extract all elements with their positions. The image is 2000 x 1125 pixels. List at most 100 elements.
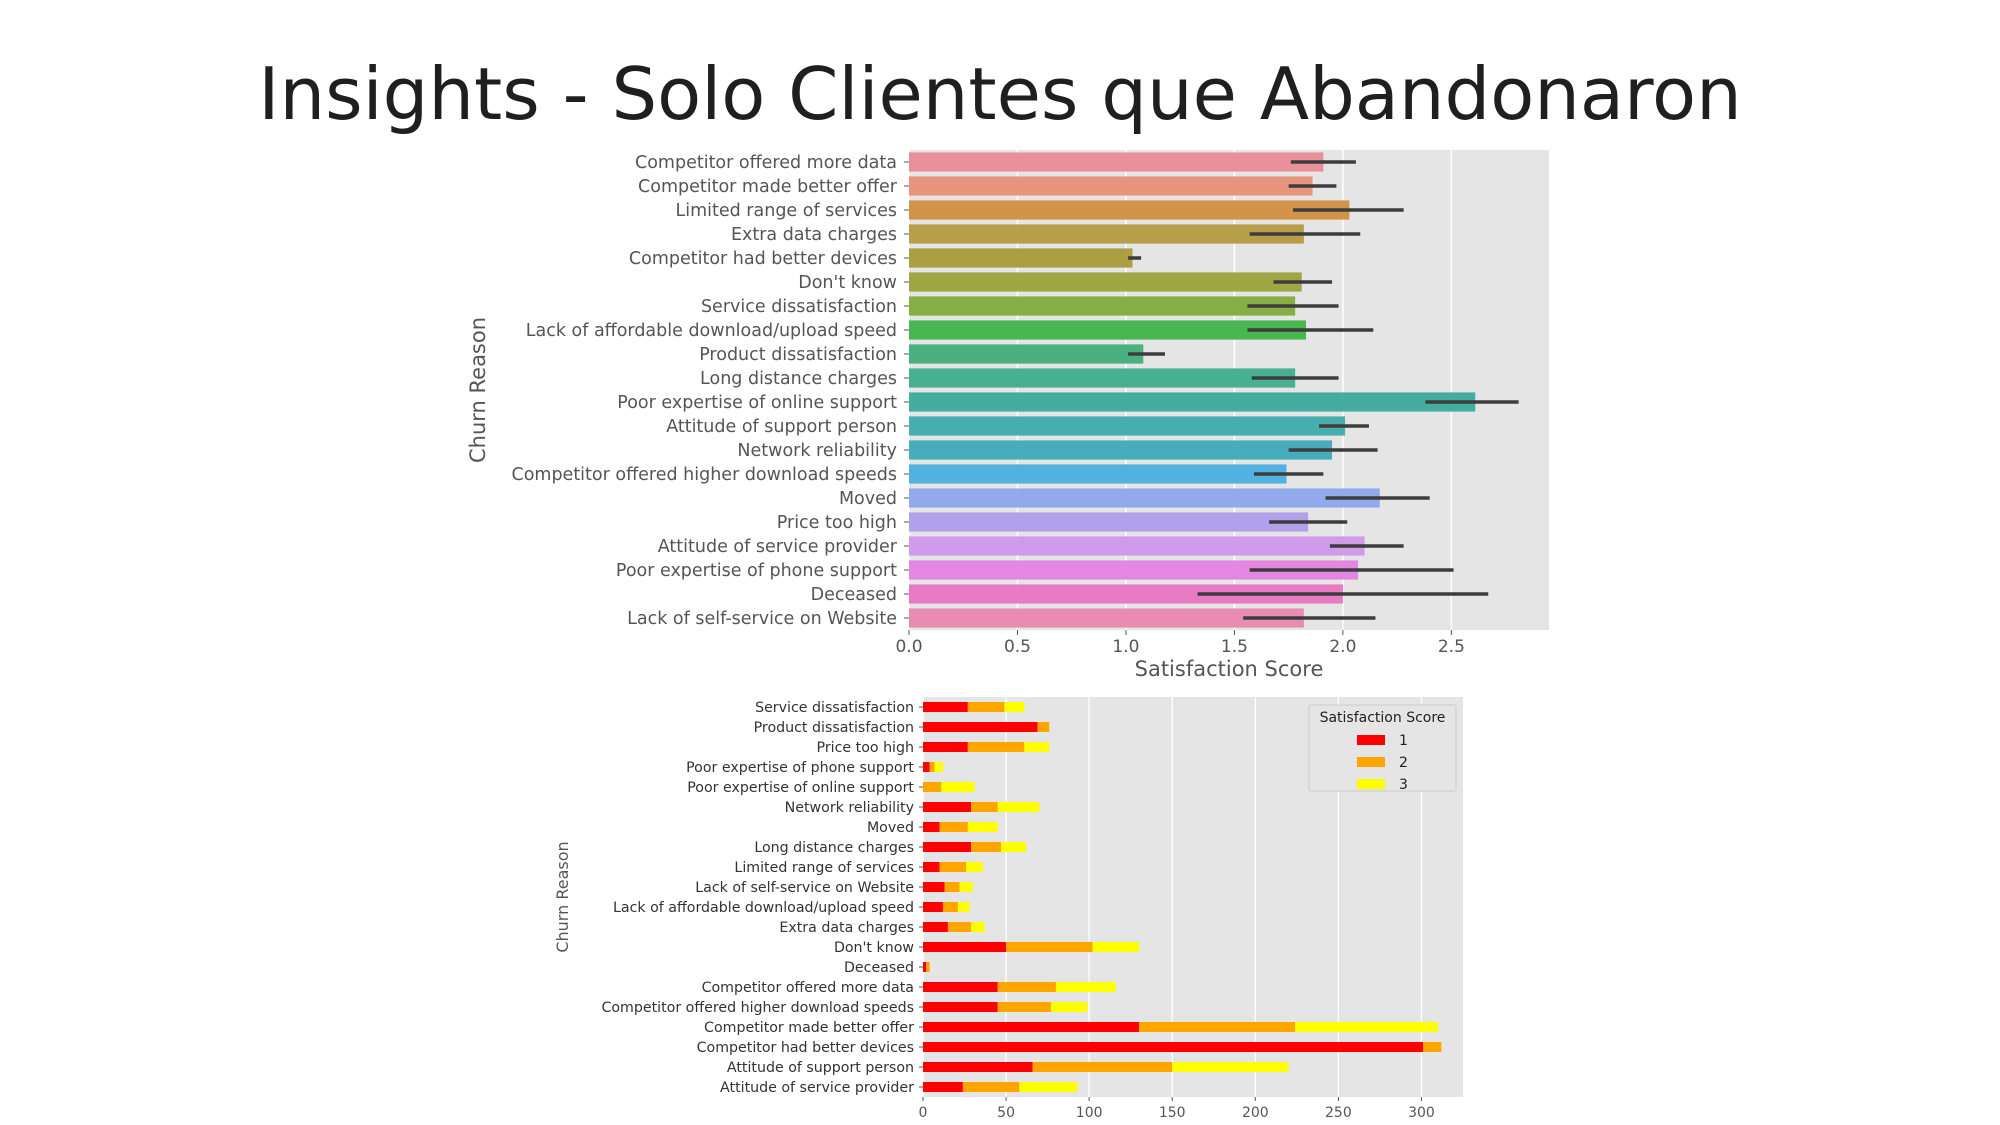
y-tick-label: Network reliability xyxy=(737,441,897,461)
bar-segment xyxy=(923,1002,998,1012)
bar xyxy=(909,272,1302,292)
bar-segment xyxy=(962,1082,1020,1092)
bar-segment xyxy=(923,982,998,992)
legend-swatch xyxy=(1357,757,1385,767)
plot-area xyxy=(909,150,1549,630)
bar xyxy=(909,224,1304,244)
bar-segment xyxy=(941,782,975,792)
x-tick-label: 0 xyxy=(919,1105,928,1120)
y-tick-label: Competitor offered higher download speed… xyxy=(601,1000,914,1016)
satisfaction-score-bar-chart: 0.0 0.5 1.0 1.5 2.0 2.5 Competitor offered mor… xyxy=(466,150,1549,681)
x-tick-label: 150 xyxy=(1159,1105,1186,1120)
bar-segment xyxy=(1092,942,1139,952)
y-tick-label: Lack of self-service on Website xyxy=(627,609,897,629)
bar xyxy=(909,296,1296,316)
slide-title: Insights - Solo Clientes que Abandonaron xyxy=(258,52,1742,136)
bar xyxy=(909,584,1343,604)
y-tick-label: Long distance charges xyxy=(700,369,897,389)
bar-segment xyxy=(967,822,998,832)
bar xyxy=(909,152,1324,172)
y-axis-label: Churn Reason xyxy=(466,317,490,463)
y-tick-label: Extra data charges xyxy=(731,225,897,245)
bar-segment xyxy=(1019,1082,1078,1092)
bar xyxy=(909,344,1144,364)
x-tick-label: 0.0 xyxy=(895,637,922,657)
legend-box xyxy=(1308,704,1457,792)
bar-segment xyxy=(971,922,985,932)
bar-segment xyxy=(971,842,1002,852)
bar-segment xyxy=(934,762,943,772)
y-tick-label: Price too high xyxy=(817,740,914,756)
bar-segment xyxy=(997,1002,1051,1012)
bar-segment xyxy=(967,742,1025,752)
bar-segment xyxy=(1032,1062,1173,1072)
satisfaction-stacked-bar-chart: 0 50 100 150 200 250 300 Service dissatisfactio… xyxy=(553,697,1463,1120)
bar-segment xyxy=(923,862,940,872)
y-tick-label: Limited range of services xyxy=(675,201,897,221)
bar-segment xyxy=(1423,1042,1442,1052)
y-tick-label: Price too high xyxy=(777,513,897,533)
legend-swatch xyxy=(1357,779,1385,789)
bar-segment xyxy=(967,702,1005,712)
bar xyxy=(909,176,1313,196)
bar xyxy=(909,320,1307,340)
y-tick-label: Deceased xyxy=(844,960,914,976)
bar xyxy=(909,560,1359,580)
bar-segment xyxy=(926,962,930,972)
bar xyxy=(909,608,1304,628)
x-tick-label: 2.0 xyxy=(1329,637,1356,657)
y-tick-label: Service dissatisfaction xyxy=(755,700,914,716)
bar-segment xyxy=(1295,1022,1439,1032)
y-tick-label: Competitor had better devices xyxy=(629,249,897,269)
bar-segment xyxy=(923,1082,963,1092)
y-tick-label: Product dissatisfaction xyxy=(754,720,914,736)
y-tick-label: Deceased xyxy=(811,585,897,605)
bar-segment xyxy=(923,922,948,932)
y-tick-label: Lack of self-service on Website xyxy=(695,880,914,896)
legend-label: 1 xyxy=(1399,733,1408,749)
y-tick-label: Attitude of service provider xyxy=(720,1080,914,1096)
bar-segment xyxy=(923,942,1007,952)
bar-segment xyxy=(957,902,970,912)
y-tick-label: Lack of affordable download/upload speed xyxy=(613,900,914,916)
bar-segment xyxy=(923,842,972,852)
y-tick-label: Poor expertise of phone support xyxy=(686,760,914,776)
bar-segment xyxy=(959,882,973,892)
bar-segment xyxy=(947,922,972,932)
y-tick-label: Competitor made better offer xyxy=(638,177,898,197)
y-tick-label: Competitor had better devices xyxy=(697,1040,914,1056)
legend-label: 3 xyxy=(1399,777,1408,793)
bar xyxy=(909,464,1287,484)
legend-swatch xyxy=(1357,735,1385,745)
y-tick-label: Competitor made better offer xyxy=(704,1020,914,1036)
bar xyxy=(909,200,1350,220)
bar-segment xyxy=(1037,722,1050,732)
bar-segment xyxy=(1139,1022,1296,1032)
legend-title: Satisfaction Score xyxy=(1320,710,1446,726)
x-tick-label: 2.5 xyxy=(1438,637,1465,657)
bar-segment xyxy=(1001,842,1027,852)
y-tick-label: Limited range of services xyxy=(734,860,914,876)
bar-segment xyxy=(944,882,960,892)
bar-segment xyxy=(929,762,935,772)
y-tick-label: Long distance charges xyxy=(754,840,914,856)
y-tick-label: Competitor offered higher download speed… xyxy=(511,465,897,485)
y-tick-label: Service dissatisfaction xyxy=(701,297,897,317)
bar-segment xyxy=(939,822,968,832)
y-tick-label: Competitor offered more data xyxy=(635,153,897,173)
y-tick-label: Moved xyxy=(867,820,914,836)
bar-segment xyxy=(923,1022,1139,1032)
bar xyxy=(909,488,1380,508)
bar-segment xyxy=(997,802,1040,812)
bar xyxy=(909,440,1333,460)
bar-segment xyxy=(1050,1002,1088,1012)
y-tick-label: Don't know xyxy=(798,273,897,293)
y-tick-label: Poor expertise of online support xyxy=(617,393,897,413)
x-tick-label: 100 xyxy=(1076,1105,1103,1120)
y-tick-label: Competitor offered more data xyxy=(702,980,914,996)
x-tick-label: 250 xyxy=(1325,1105,1352,1120)
bar-segment xyxy=(997,982,1056,992)
bar xyxy=(909,416,1346,436)
y-tick-label: Poor expertise of phone support xyxy=(616,561,897,581)
bar-segment xyxy=(923,962,927,972)
